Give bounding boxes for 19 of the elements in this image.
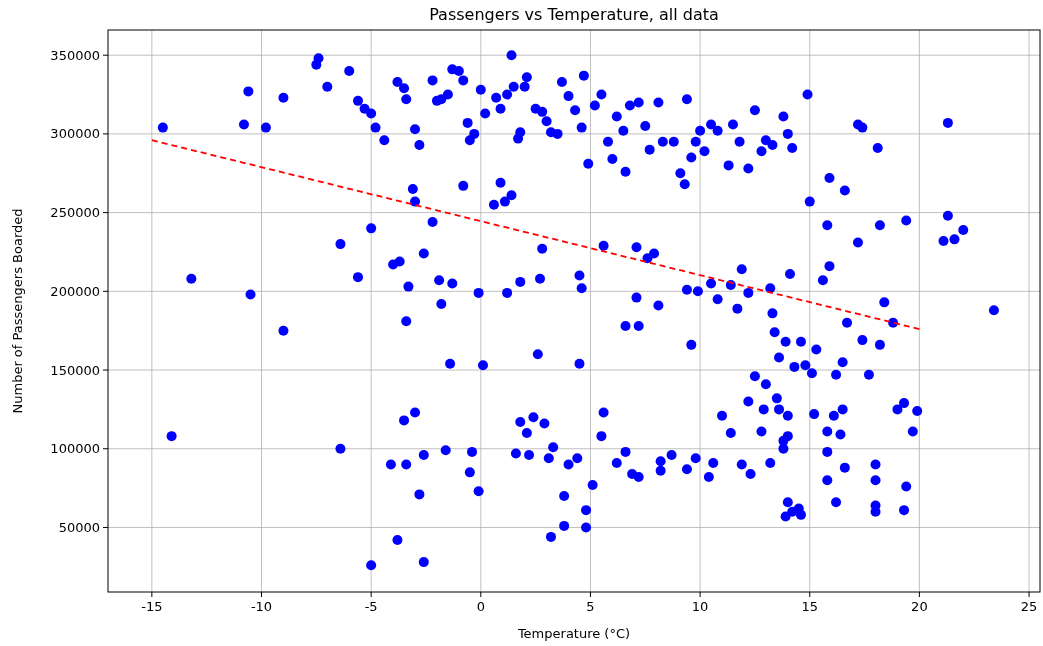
x-tick-label: 25	[1020, 599, 1038, 614]
x-tick-label: 20	[911, 599, 928, 614]
y-tick-label: 350000	[50, 47, 100, 63]
x-axis-title: Temperature (°C)	[516, 626, 631, 641]
x-tick-label: -5	[364, 599, 378, 614]
y-tick-label: 300000	[50, 126, 100, 142]
x-tick-label: -15	[141, 599, 163, 614]
x-tick-label: 10	[691, 599, 709, 614]
y-axis-title: Number of Passengers Boarded	[10, 208, 25, 414]
chart-title: Passengers vs Temperature, all data	[429, 5, 719, 24]
y-tick-label: 200000	[50, 283, 100, 299]
y-tick-label: 250000	[50, 205, 100, 221]
x-tick-label: 5	[586, 599, 595, 614]
y-tick-label: 100000	[50, 441, 100, 457]
x-tick-label: 15	[801, 599, 819, 614]
y-tick-label: 50000	[58, 520, 100, 536]
y-tick-label: 150000	[50, 362, 100, 378]
x-tick-label: 0	[476, 599, 485, 614]
x-tick-label: -10	[250, 599, 273, 614]
